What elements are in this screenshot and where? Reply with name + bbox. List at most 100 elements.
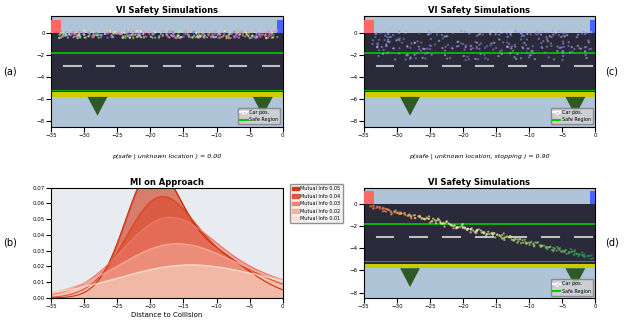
Point (168, 31, 179, 36)
Point (452, 44, 462, 49)
Point (173, 30, 184, 35)
Point (251, 29, 261, 34)
Point (559, 249, 569, 255)
Point (149, 32, 159, 37)
Point (536, 32, 546, 37)
Point (124, 33, 134, 38)
Point (384, 207, 394, 213)
Point (214, 30, 224, 36)
Text: (a): (a) (3, 66, 17, 76)
Point (394, 29, 404, 34)
Point (145, 29, 156, 35)
Point (234, 32, 244, 38)
Point (255, 32, 265, 37)
Point (87, 33, 97, 39)
Point (74, 31, 84, 37)
Point (147, 35, 157, 40)
Point (54, 35, 65, 40)
Point (453, 44, 463, 49)
Point (177, 34, 188, 40)
Point (386, 212, 396, 217)
Point (529, 242, 539, 247)
Point (255, 34, 266, 39)
Title: VI Safety Simulations: VI Safety Simulations (116, 6, 218, 16)
Point (225, 31, 235, 37)
Point (512, 52, 522, 57)
Point (519, 40, 529, 45)
Point (225, 31, 235, 36)
Point (461, 44, 471, 50)
Point (586, 46, 596, 52)
Point (581, 44, 591, 50)
Point (264, 33, 275, 39)
Point (584, 47, 595, 52)
Point (369, 203, 379, 208)
Point (67, 31, 77, 36)
Point (157, 32, 168, 38)
Point (372, 42, 383, 47)
Point (577, 250, 588, 255)
Point (89, 33, 99, 38)
Point (106, 35, 116, 40)
Point (233, 30, 243, 35)
Point (517, 44, 527, 50)
Point (252, 35, 262, 40)
Point (472, 46, 482, 51)
Point (536, 244, 546, 249)
Point (440, 34, 450, 39)
Point (548, 32, 559, 37)
Point (506, 46, 516, 51)
Point (232, 31, 242, 36)
Point (440, 224, 450, 229)
Point (460, 226, 470, 231)
Point (260, 33, 270, 39)
Point (268, 29, 278, 34)
Point (399, 210, 410, 215)
Point (420, 217, 430, 222)
Point (531, 32, 541, 37)
Polygon shape (565, 97, 585, 116)
Point (519, 33, 529, 39)
Point (472, 229, 482, 234)
Bar (590, 191, 598, 204)
Point (79, 28, 90, 33)
Point (556, 34, 566, 40)
Point (127, 34, 138, 39)
Point (172, 36, 182, 41)
Point (453, 39, 463, 44)
Point (417, 215, 427, 221)
Point (372, 204, 382, 210)
Point (559, 44, 569, 50)
Point (476, 51, 486, 56)
Point (504, 235, 514, 240)
Point (174, 35, 184, 40)
Point (209, 29, 219, 35)
Polygon shape (88, 97, 108, 116)
Point (473, 57, 483, 62)
Point (94, 29, 104, 35)
Point (218, 34, 228, 39)
Point (381, 51, 392, 56)
Point (209, 34, 219, 39)
Point (108, 34, 118, 40)
Point (154, 35, 164, 40)
Point (557, 57, 568, 63)
Point (394, 51, 404, 56)
Point (526, 49, 536, 54)
Point (520, 237, 530, 242)
Point (464, 31, 474, 36)
Text: (b): (b) (3, 238, 17, 248)
Point (141, 34, 151, 39)
Point (266, 32, 276, 38)
Point (259, 29, 269, 34)
Point (106, 29, 116, 34)
Point (378, 209, 388, 214)
Point (532, 29, 542, 34)
Point (507, 44, 517, 49)
Point (488, 231, 499, 236)
Point (403, 214, 413, 219)
Point (103, 31, 113, 36)
Point (392, 211, 403, 216)
Point (516, 31, 526, 36)
Point (442, 56, 452, 61)
